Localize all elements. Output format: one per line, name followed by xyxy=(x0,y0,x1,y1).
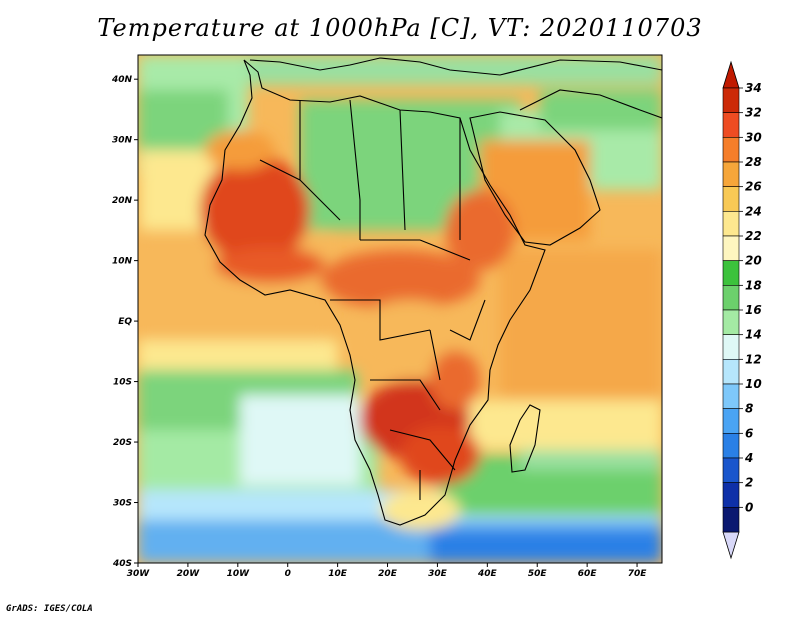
colorbar-swatch xyxy=(722,482,740,508)
colorbar-level-label: 26 xyxy=(745,180,762,194)
colorbar-level-label: 24 xyxy=(745,204,762,218)
colorbar-level-label: 2 xyxy=(745,476,753,490)
lon-tick-label: 10E xyxy=(328,569,348,579)
lat-tick-label: 30N xyxy=(112,136,133,146)
colorbar-level-label: 18 xyxy=(745,278,762,292)
lon-tick-label: 50E xyxy=(528,569,548,579)
colorbar-swatch xyxy=(722,433,740,459)
lon-tick-label: 60E xyxy=(578,569,598,579)
lat-tick-label: 30S xyxy=(113,499,132,509)
colorbar-level-label: 28 xyxy=(745,155,762,169)
colorbar-level-label: 10 xyxy=(745,377,762,391)
longitude-axis: 30W 20W 10W 0 10E 20E 30E 40E 50E 60E 70E xyxy=(127,563,647,579)
lat-tick-label: 40N xyxy=(111,75,133,85)
lat-tick-label: 10S xyxy=(113,378,132,388)
colorbar-swatch xyxy=(722,260,740,286)
grads-credit: GrADS: IGES/COLA xyxy=(6,604,93,614)
lon-tick-label: 0 xyxy=(285,569,291,579)
latitude-axis: 40N 30N 20N 10N EQ 10S 20S 30S 40S xyxy=(111,75,138,569)
colorbar-level-label: 6 xyxy=(745,426,753,440)
colorbar-swatch xyxy=(722,137,740,163)
colorbar-swatch xyxy=(722,235,740,261)
lon-tick-label: 30W xyxy=(127,569,151,579)
colorbar-swatch xyxy=(722,87,740,113)
colorbar-level-label: 20 xyxy=(745,254,762,268)
colorbar-swatch xyxy=(722,309,740,335)
colorbar-level-label: 30 xyxy=(745,130,762,144)
colorbar-swatch xyxy=(722,359,740,385)
colorbar-level-label: 22 xyxy=(745,229,762,243)
colorbar-swatch xyxy=(722,211,740,237)
colorbar-swatch xyxy=(722,457,740,483)
colorbar-swatch xyxy=(722,186,740,212)
colorbar-swatch xyxy=(722,112,740,138)
temperature-field xyxy=(138,55,662,563)
lon-tick-label: 20W xyxy=(177,569,201,579)
colorbar-level-label: 16 xyxy=(745,303,762,317)
lat-tick-label: 40S xyxy=(112,559,132,569)
lon-tick-label: 10W xyxy=(227,569,251,579)
lon-tick-label: 30E xyxy=(428,569,448,579)
colorbar-swatch xyxy=(722,334,740,360)
colorbar-swatch xyxy=(722,408,740,434)
colorbar-level-label: 14 xyxy=(745,328,762,342)
colorbar-swatch xyxy=(722,161,740,187)
colorbar-level-label: 0 xyxy=(745,500,753,514)
lat-tick-label: 10N xyxy=(112,257,133,267)
colorbar-swatch xyxy=(722,507,740,533)
colorbar-level-label: 34 xyxy=(745,81,762,95)
colorbar-bottom-cap xyxy=(722,531,740,560)
lat-tick-label: 20N xyxy=(112,196,133,206)
lon-tick-label: 20E xyxy=(378,569,398,579)
map-title: Temperature at 1000hPa [C], VT: 20201107… xyxy=(97,14,703,42)
colorbar-level-label: 12 xyxy=(745,352,762,366)
lat-tick-label: EQ xyxy=(118,317,132,327)
colorbar-level-label: 32 xyxy=(745,106,762,120)
colorbar-level-label: 8 xyxy=(745,402,753,416)
coastlines xyxy=(204,57,662,526)
plot-frame xyxy=(137,54,663,564)
colorbar-swatch xyxy=(722,383,740,409)
lat-tick-label: 20S xyxy=(113,438,132,448)
colorbar-top-cap xyxy=(722,60,740,89)
lon-tick-label: 40E xyxy=(477,569,498,579)
colorbar-swatch xyxy=(722,285,740,311)
lon-tick-label: 70E xyxy=(628,569,648,579)
colorbar-level-label: 4 xyxy=(744,451,753,465)
